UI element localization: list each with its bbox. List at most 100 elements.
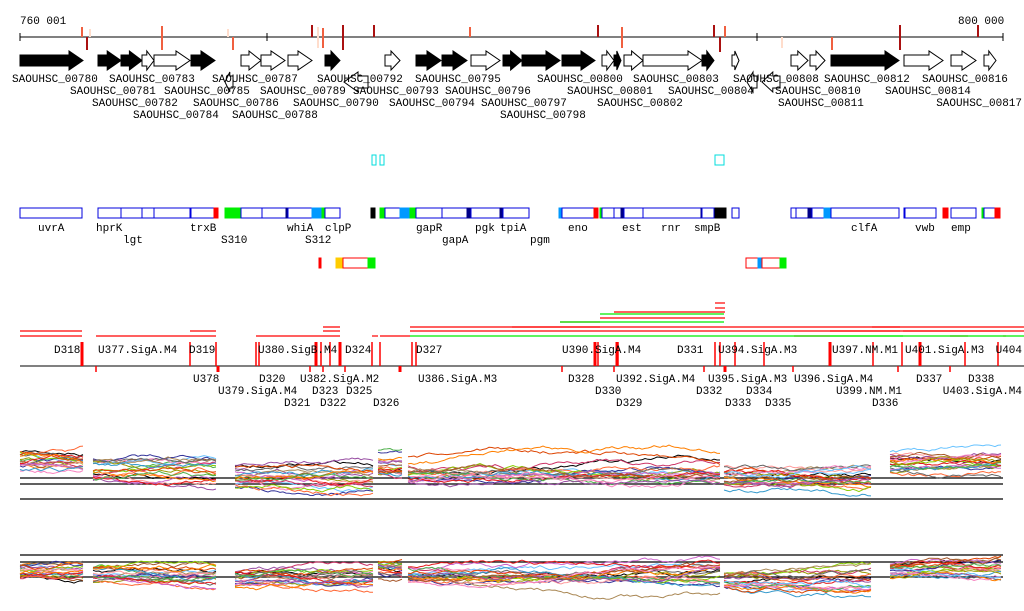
expression-line [19,466,83,472]
gene-label: SAOUHSC_00808 [733,74,819,86]
expression-line [19,569,84,575]
operon-box [311,207,323,219]
gene-label: SAOUHSC_00794 [389,98,475,110]
highlight-box [714,154,725,166]
transcript-label: D324 [345,345,372,357]
expression-line [377,559,403,564]
expression-line [377,563,403,569]
gene-label: SAOUHSC_00803 [633,74,719,86]
highlight-track [371,154,725,166]
expression-line [889,452,1002,460]
gene-label: SAOUHSC_00801 [567,86,653,98]
expression-line [889,462,1002,471]
ruler-end-label: 800 000 [958,16,1004,28]
transcript-label: U396.SigA.M4 [794,374,874,386]
gene-arrow-left-icon [761,70,781,94]
gene-label: SAOUHSC_00800 [537,74,623,86]
expression-line [92,467,217,480]
expression-line [407,446,721,465]
operon-label: gapR [416,223,443,235]
gene-arrow-right-icon [240,49,262,72]
transcript-label: D333 [725,398,751,410]
gene-arrow-right-icon [561,50,596,71]
operon-box [466,207,471,219]
operon-box [190,207,215,219]
expression-plots [19,444,1003,600]
gene-arrow-right-icon [287,50,313,71]
expression-line [723,477,872,485]
expression-line [234,579,374,591]
gene-arrow-right-icon [153,50,191,71]
operon-label: smpB [694,223,721,235]
operon-box [19,207,83,219]
transcript-label: D318 [54,345,80,357]
gene-label: SAOUHSC_00789 [260,86,346,98]
expression-line [377,470,403,474]
gene-label: SAOUHSC_00797 [481,98,567,110]
operon-box [240,207,263,219]
operon-box [950,207,977,219]
highlight-box [379,154,385,166]
transcript-label: U404 [996,345,1023,357]
transcript-label: U378 [193,374,219,386]
expression-line [889,572,1002,582]
gene-label: SAOUHSC_00785 [164,86,250,98]
expression-line [378,463,403,467]
transcript-label: D331 [677,345,704,357]
operon-box [994,207,1001,219]
transcript-label: D337 [916,374,942,386]
expression-line [889,459,1002,466]
transcript-label: D332 [696,386,722,398]
gene-label: SAOUHSC_00793 [353,86,439,98]
expression-line [19,445,84,455]
gene-label: SAOUHSC_00781 [70,86,156,98]
operon-box [811,207,825,219]
feature-box [318,257,322,269]
gene-arrow-right-icon [701,49,715,72]
expression-line [19,462,84,470]
expression-line [19,571,84,576]
transcript-label: U401.SigA.M3 [905,345,984,357]
expression-line [723,568,872,580]
expression-line [377,572,403,578]
gene-label: SAOUHSC_00810 [775,86,861,98]
transcript-label: U403.SigA.M4 [943,386,1023,398]
expression-line [724,568,872,579]
gene-arrow-left-icon [343,71,369,93]
gene-arrow-right-icon [384,49,401,72]
expression-line [377,460,402,464]
expression-line [407,567,721,588]
operon-box [701,207,715,219]
gene-label: SAOUHSC_00792 [317,74,403,86]
expression-line [723,584,872,594]
expression-line [889,560,1002,570]
expression-line [723,479,872,486]
expression-line [234,573,374,584]
gene-arrow-right-icon [830,50,900,71]
transcript-label: U380.SigB.M4 [258,345,338,357]
transcript-label: D338 [968,374,994,386]
gene-arrow-right-icon [260,50,286,71]
operon-box [379,207,385,219]
expression-line [889,444,1002,453]
transcript-label: U386.SigA.M3 [418,374,497,386]
gene-arrow-right-icon [613,50,622,71]
operon-box [409,207,417,219]
expression-line [723,572,872,581]
expression-line [723,487,872,497]
expression-line [19,567,84,572]
expression-line [723,477,872,488]
gene-label: SAOUHSC_00790 [293,98,379,110]
gene-arrow-right-icon [790,49,809,72]
gene-label: SAOUHSC_00817 [936,98,1022,110]
expression-line [889,457,1002,464]
expression-line [408,464,721,480]
expression-line [407,555,721,570]
expression-line [723,585,871,599]
expression-line [377,471,403,477]
operon-box [153,207,191,219]
gene-arrow-right-icon [120,49,143,72]
gene-arrow-right-icon [809,49,826,72]
gene-label: SAOUHSC_00796 [445,86,531,98]
operon-box [384,207,401,219]
